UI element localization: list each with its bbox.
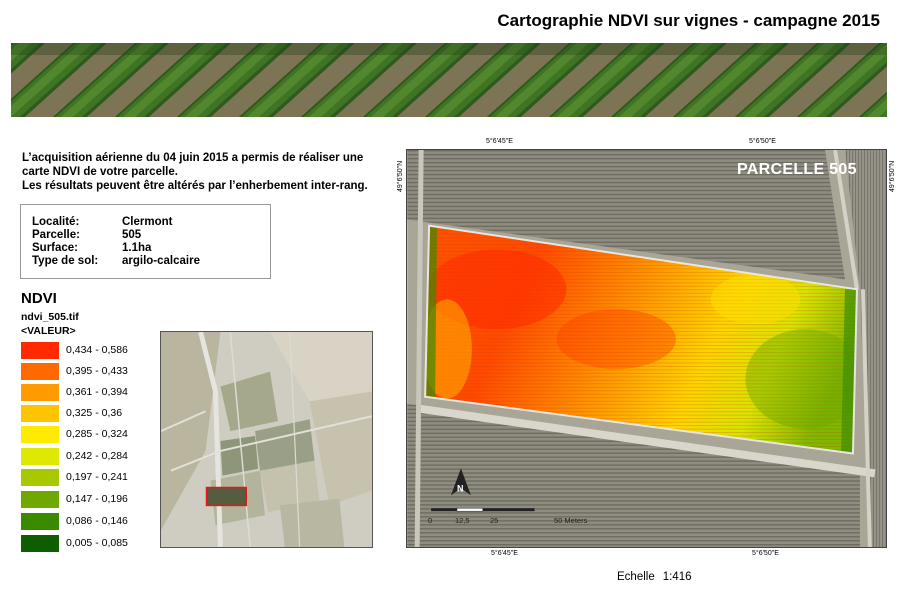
page-title: Cartographie NDVI sur vignes - campagne … [497, 11, 880, 30]
legend-swatch [21, 342, 59, 359]
legend-swatch [21, 448, 59, 465]
overview-inset-map [160, 331, 373, 548]
legend-label: 0,197 - 0,241 [66, 471, 128, 483]
intro-line-3: Les résultats peuvent être altérés par l… [22, 180, 368, 192]
scale-bar-label: 0 [428, 516, 433, 525]
scale-ratio: Echelle 1:416 [617, 571, 692, 583]
legend-file-name: ndvi_505.tif [21, 311, 79, 323]
info-key: Type de sol: [32, 255, 99, 267]
legend-label: 0,285 - 0,324 [66, 428, 128, 440]
info-value: 1.1ha [122, 242, 152, 254]
legend-label: 0,086 - 0,146 [66, 515, 128, 527]
legend-label: 0,395 - 0,433 [66, 365, 128, 377]
intro-text: L’acquisition aérienne du 04 juin 2015 a… [22, 151, 392, 193]
scale-bar [431, 507, 535, 512]
info-value: Clermont [122, 216, 173, 228]
intro-line-2: carte NDVI de votre parcelle. [22, 166, 178, 178]
parcel-map-label: PARCELLE 505 [737, 161, 857, 178]
info-value: 505 [122, 229, 142, 241]
scale-bar-label: 25 [490, 516, 499, 525]
info-row-parcelle: Parcelle: 505 [32, 229, 141, 241]
legend-swatch [21, 384, 59, 401]
legend-swatch [21, 405, 59, 422]
legend-swatch [21, 363, 59, 380]
info-row-localite: Localité: Clermont [32, 216, 172, 228]
north-arrow-icon: N [450, 468, 471, 496]
info-key: Surface: [32, 242, 79, 254]
info-row-type-sol: Type de sol: argilo-calcaire [32, 255, 200, 267]
legend-label: 0,361 - 0,394 [66, 386, 128, 398]
coord-left: 49°6'50"N [397, 160, 404, 192]
info-row-surface: Surface: 1.1ha [32, 242, 151, 254]
coord-bottom-2: 5°6'50"E [752, 550, 779, 557]
info-key: Localité: [32, 216, 80, 228]
parcel-outline [205, 486, 247, 507]
svg-text:N: N [457, 483, 463, 493]
legend-swatch [21, 491, 59, 508]
scale-bar-label: 12,5 [455, 516, 470, 525]
legend-swatch [21, 469, 59, 486]
info-value: argilo-calcaire [122, 255, 200, 267]
parcel-info-box: Localité: Clermont Parcelle: 505 Surface: 1… [20, 204, 271, 279]
coord-top-1: 5°6'45"E [486, 138, 513, 145]
scale-ratio-label: Echelle [617, 571, 655, 583]
ndvi-main-map: N [406, 149, 887, 548]
scale-ratio-value: 1:416 [662, 571, 692, 583]
legend-label: 0,325 - 0,36 [66, 407, 123, 419]
legend-field-name: <VALEUR> [21, 325, 76, 337]
intro-line-1: L’acquisition aérienne du 04 juin 2015 a… [22, 152, 364, 164]
info-key: Parcelle: [32, 229, 80, 241]
legend-swatch [21, 535, 59, 552]
legend-label: 0,147 - 0,196 [66, 493, 128, 505]
legend-label: 0,434 - 0,586 [66, 344, 128, 356]
coord-bottom-1: 5°6'45"E [491, 550, 518, 557]
scale-bar-label: 50 Meters [554, 516, 588, 525]
coord-top-2: 5°6'50"E [749, 138, 776, 145]
legend-label: 0,005 - 0,085 [66, 537, 128, 549]
vineyard-banner-image [11, 43, 887, 117]
legend-swatch [21, 426, 59, 443]
legend-title: NDVI [21, 290, 57, 307]
legend-label: 0,242 - 0,284 [66, 450, 128, 462]
coord-right: 49°6'50"N [889, 160, 896, 192]
legend-swatch [21, 513, 59, 530]
